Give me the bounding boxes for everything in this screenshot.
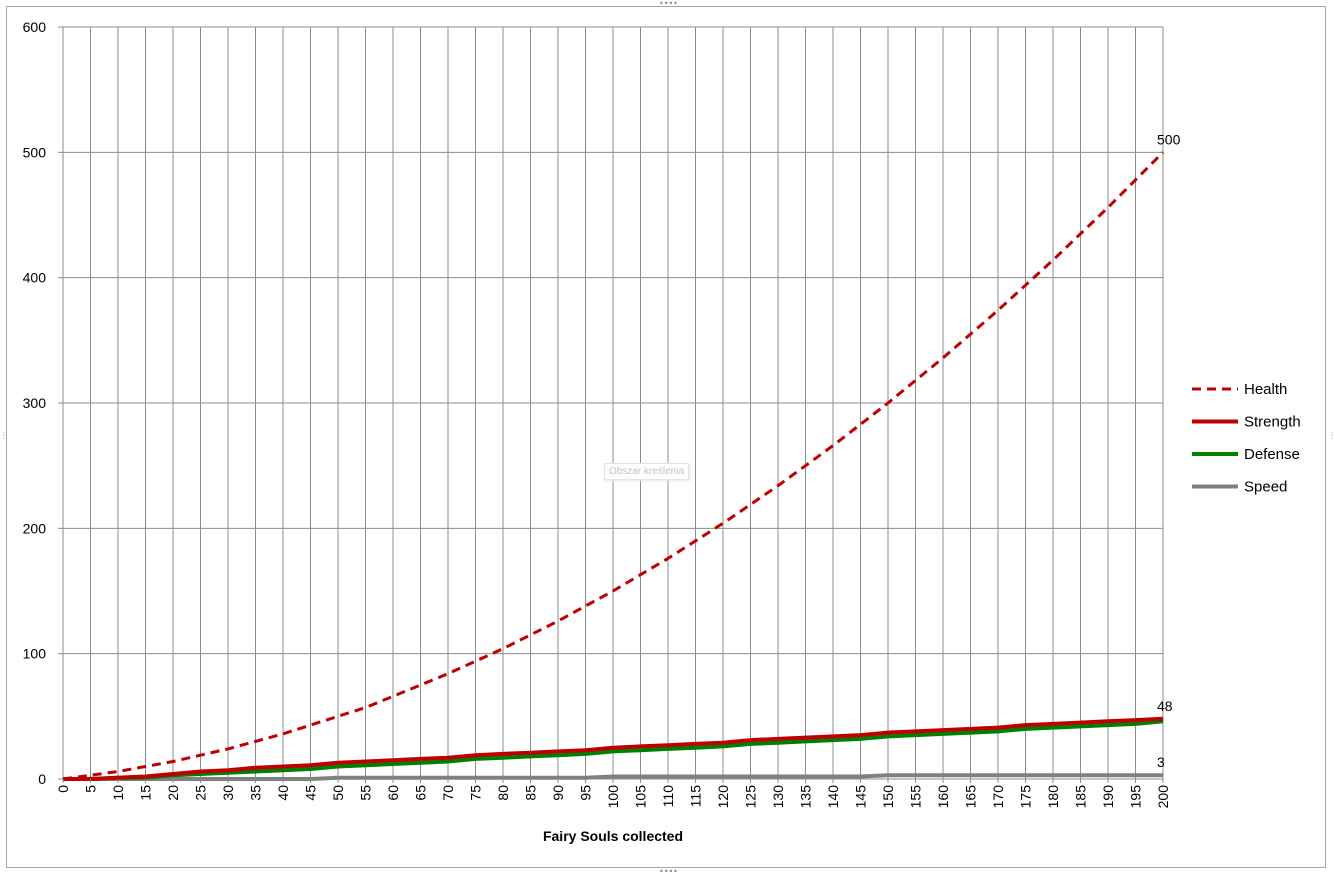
x-tick-label: 35	[248, 785, 264, 801]
x-tick-label: 145	[853, 785, 869, 809]
y-tick-label: 600	[23, 19, 47, 35]
x-tick-label: 40	[275, 785, 291, 801]
x-tick-label: 165	[963, 785, 979, 809]
x-tick-label: 60	[385, 785, 401, 801]
x-tick-label: 195	[1128, 785, 1144, 809]
x-tick-label: 155	[908, 785, 924, 809]
left-resize-handle[interactable]: ⋮	[0, 431, 8, 440]
x-tick-label: 20	[165, 785, 181, 801]
x-tick-label: 140	[825, 785, 841, 809]
y-tick-label: 200	[23, 520, 47, 536]
bottom-resize-handle[interactable]: ••••	[659, 867, 678, 876]
gridlines	[62, 26, 1164, 780]
series-line-speed	[63, 773, 1163, 781]
x-tick-label: 85	[523, 785, 539, 801]
right-resize-handle[interactable]: ⋮	[1328, 431, 1334, 440]
x-tick-label: 95	[578, 785, 594, 801]
y-tick-label: 300	[23, 395, 47, 411]
x-tick-label: 200	[1155, 785, 1171, 809]
x-tick-label: 110	[660, 785, 676, 808]
x-tick-label: 30	[220, 785, 236, 801]
series-lines	[62, 151, 1165, 781]
y-axis-ticks: 0 100 200 300 400 500 600	[23, 19, 63, 787]
legend: Health Strength Defense Speed	[1192, 381, 1301, 496]
series-line-strength	[63, 716, 1164, 781]
x-tick-label: 185	[1073, 785, 1089, 809]
data-label-health: 500	[1157, 131, 1181, 147]
x-tick-label: 115	[688, 785, 704, 808]
data-label-speed: 3	[1157, 754, 1165, 770]
data-labels: 500 48 3	[1157, 131, 1181, 770]
x-tick-label: 175	[1018, 785, 1034, 809]
x-tick-label: 120	[715, 785, 731, 809]
y-tick-label: 0	[38, 771, 46, 787]
data-label-strength: 48	[1157, 698, 1173, 714]
x-tick-label: 55	[358, 785, 374, 801]
x-tick-label: 150	[880, 785, 896, 809]
x-tick-label: 130	[770, 785, 786, 809]
x-tick-label: 5	[83, 785, 99, 793]
legend-label-health: Health	[1244, 381, 1287, 398]
x-tick-label: 15	[138, 785, 154, 801]
x-tick-label: 70	[440, 785, 456, 801]
series-line-defense	[63, 719, 1164, 781]
top-resize-handle[interactable]: ••••	[659, 0, 678, 8]
legend-label-defense: Defense	[1244, 446, 1300, 463]
x-axis-title: Fairy Souls collected	[543, 828, 683, 844]
x-tick-label: 45	[303, 785, 319, 801]
x-tick-label: 170	[990, 785, 1006, 809]
y-tick-label: 100	[23, 646, 47, 662]
legend-label-strength: Strength	[1244, 414, 1301, 431]
x-tick-label: 180	[1045, 785, 1061, 809]
x-tick-label: 75	[468, 785, 484, 801]
x-tick-label: 125	[743, 785, 759, 809]
x-tick-label: 50	[330, 785, 346, 801]
plot-area-tooltip: Obszar kreślenia	[604, 463, 690, 480]
x-tick-label: 25	[193, 785, 209, 801]
x-tick-label: 100	[605, 785, 621, 809]
x-tick-label: 190	[1100, 785, 1116, 809]
y-tick-label: 500	[23, 144, 47, 160]
x-axis-ticks: 0 5 10 15 20 25 30 35 40 45 50 55 60 65 70 75 80 85 90 95 10…	[55, 779, 1171, 808]
series-line-health	[62, 151, 1165, 781]
x-tick-label: 80	[495, 785, 511, 801]
x-tick-label: 0	[55, 785, 71, 793]
x-tick-label: 105	[633, 785, 649, 809]
x-tick-label: 135	[798, 785, 814, 809]
y-tick-label: 400	[23, 270, 47, 286]
x-tick-label: 160	[935, 785, 951, 809]
x-tick-label: 10	[110, 785, 126, 801]
x-tick-label: 65	[413, 785, 429, 801]
x-tick-label: 90	[550, 785, 566, 801]
legend-label-speed: Speed	[1244, 479, 1287, 496]
